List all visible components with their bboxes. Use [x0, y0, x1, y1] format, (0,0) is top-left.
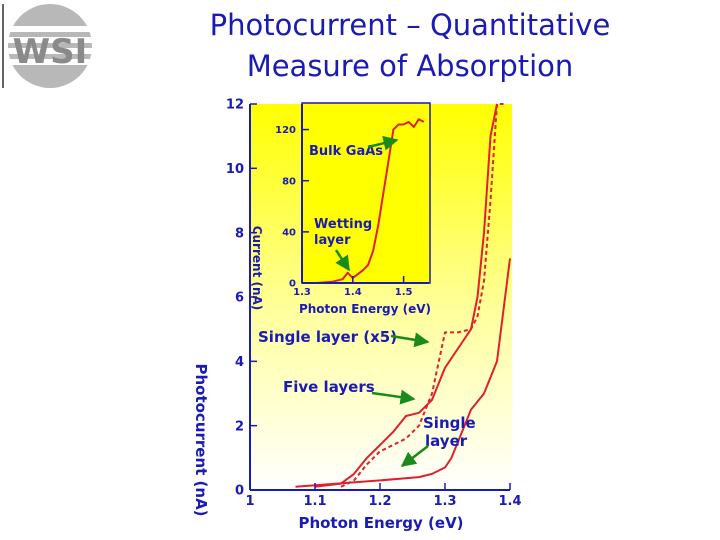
inset-background: [301, 102, 431, 284]
inset-y-tick-label: 0: [289, 279, 296, 290]
inset-axes: 1.3 1.4 1.5 0 40 80 120: [275, 104, 429, 298]
inset-x-tick-label: 1.4: [344, 287, 362, 298]
annotation-wetting: Wetting: [314, 217, 372, 232]
main-y-tick-label: 4: [235, 355, 244, 370]
annotation-single-layer-x5: Single layer (x5): [258, 328, 397, 346]
main-x-tick-label: 1.1: [303, 494, 326, 509]
main-axes: 1 1.1 1.2 1.3 1.4 0 2 4 6 8 10 12: [226, 98, 522, 509]
logo-text: WSI: [13, 32, 88, 72]
main-x-tick-label: 1.4: [498, 494, 521, 509]
inset-y-tick-label: 80: [282, 176, 296, 187]
x-axis-title: Photon Energy (eV): [298, 514, 463, 532]
y-axis-title: Photocurrent (nA): [192, 363, 210, 516]
wsi-logo: WSI: [2, 4, 92, 88]
main-y-tick-label: 0: [235, 484, 244, 499]
annotation-five-layers: Five layers: [283, 378, 375, 396]
inset-y-tick-label: 40: [282, 227, 296, 238]
main-series-1: [314, 103, 498, 488]
slide-title-line1: Photocurrent – Quantitative: [209, 8, 611, 42]
arrow-five-layers: [371, 389, 416, 405]
annotation-wetting-layer: layer: [314, 233, 351, 248]
main-series-0: [340, 103, 504, 488]
annotation-bulk-gaas: Bulk GaAs: [309, 144, 383, 159]
main-x-tick-label: 1.3: [433, 494, 456, 509]
main-y-tick-label: 2: [235, 419, 244, 434]
main-y-tick-label: 10: [226, 162, 244, 177]
inset-x-tick-label: 1.5: [395, 287, 413, 298]
inset-series-0: [317, 118, 425, 284]
slide-title-line2: Measure of Absorption: [246, 49, 574, 83]
main-series-2: [295, 258, 511, 488]
arrow-single-layer: [400, 445, 429, 467]
arrow-single-layer-x5: [390, 332, 430, 348]
annotation-single-line2: layer: [425, 432, 468, 450]
inset-x-tick-label: 1.3: [293, 287, 311, 298]
inset-y-tick-label: 120: [275, 125, 296, 136]
main-series-group: [295, 103, 511, 488]
main-x-tick-label: 1: [245, 494, 254, 509]
arrow-wetting-layer: [334, 249, 351, 272]
main-y-tick-label: 12: [226, 98, 244, 113]
annotation-single-line1: Single: [423, 414, 476, 432]
main-y-tick-label: 8: [235, 226, 244, 241]
inset-x-axis-title: Photon Energy (eV): [299, 302, 431, 316]
inset-y-axis-title: Current (nA): [250, 226, 264, 311]
main-x-tick-label: 1.2: [368, 494, 391, 509]
inset-series-group: [317, 118, 425, 284]
main-y-tick-label: 6: [235, 291, 244, 306]
arrow-bulk-gaas: [367, 135, 399, 151]
